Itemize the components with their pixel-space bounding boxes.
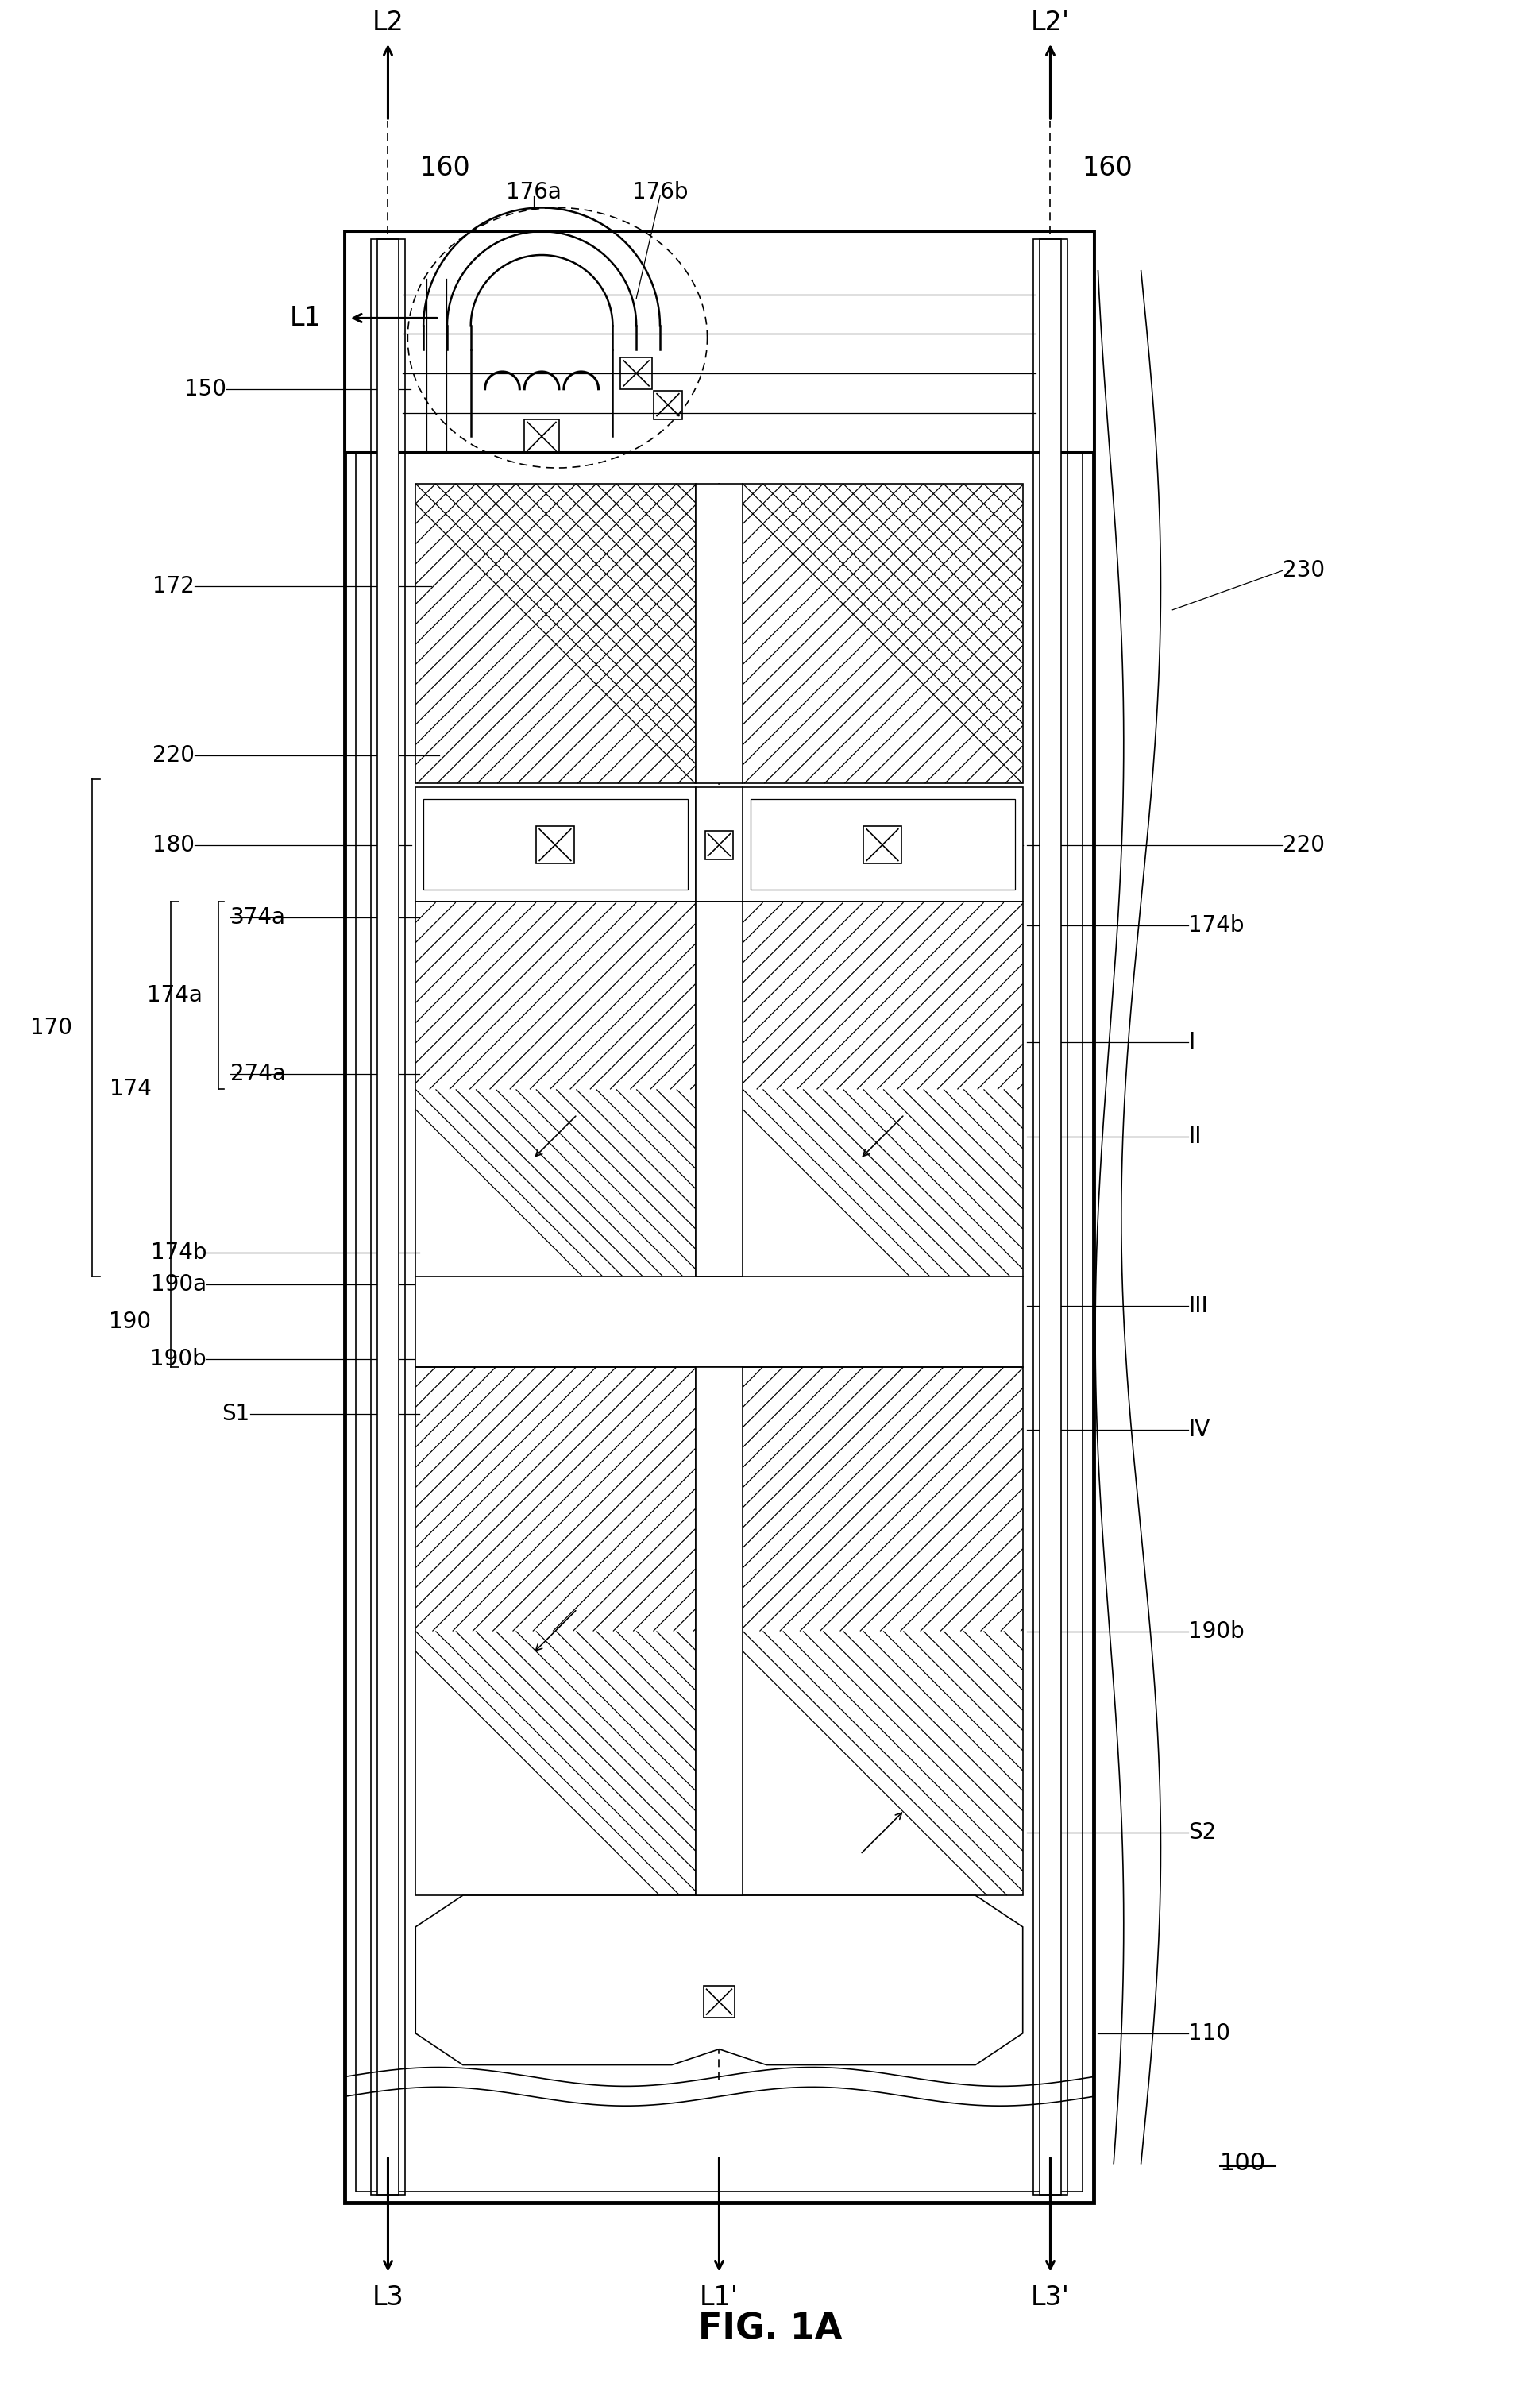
Bar bbox=[616, 1930, 821, 2033]
Bar bbox=[371, 238, 405, 2195]
Text: 150: 150 bbox=[185, 379, 226, 400]
Text: 374a: 374a bbox=[229, 906, 286, 929]
Text: 160: 160 bbox=[419, 155, 470, 181]
Bar bbox=[695, 786, 742, 901]
Text: L1: L1 bbox=[290, 305, 320, 331]
Bar bbox=[702, 1985, 735, 2018]
Text: 176a: 176a bbox=[505, 181, 561, 203]
Text: 170: 170 bbox=[31, 1018, 72, 1039]
Bar bbox=[356, 243, 1083, 2192]
Text: 190b: 190b bbox=[151, 1349, 206, 1370]
Bar bbox=[742, 484, 1023, 784]
Text: III: III bbox=[1187, 1294, 1207, 1318]
Text: 110: 110 bbox=[1187, 2023, 1230, 2045]
Text: 190b: 190b bbox=[1187, 1620, 1244, 1642]
Bar bbox=[536, 827, 574, 863]
Text: S1: S1 bbox=[222, 1404, 249, 1425]
Bar bbox=[695, 901, 742, 1277]
Text: L3: L3 bbox=[373, 2285, 403, 2312]
Bar bbox=[742, 786, 1023, 901]
Text: L1': L1' bbox=[699, 2285, 738, 2312]
Text: 220: 220 bbox=[1283, 834, 1324, 855]
Bar bbox=[416, 786, 695, 901]
Bar bbox=[345, 231, 1093, 453]
Text: 174b: 174b bbox=[1187, 915, 1244, 937]
Text: 220: 220 bbox=[152, 743, 194, 767]
Text: 190a: 190a bbox=[151, 1273, 206, 1296]
Text: 160: 160 bbox=[1081, 155, 1132, 181]
Text: 230: 230 bbox=[1283, 560, 1324, 581]
Text: 174b: 174b bbox=[151, 1242, 206, 1263]
Bar bbox=[416, 901, 695, 1277]
Text: 174a: 174a bbox=[148, 984, 203, 1006]
Bar bbox=[424, 798, 687, 889]
Bar bbox=[416, 484, 695, 784]
Bar bbox=[416, 1368, 695, 1894]
Text: 190: 190 bbox=[109, 1311, 151, 1332]
Bar bbox=[621, 357, 651, 388]
Text: IV: IV bbox=[1187, 1418, 1209, 1442]
Text: L3': L3' bbox=[1030, 2285, 1069, 2312]
Text: L2: L2 bbox=[373, 10, 403, 36]
Bar bbox=[653, 391, 682, 419]
Text: FIG. 1A: FIG. 1A bbox=[698, 2312, 842, 2347]
Polygon shape bbox=[416, 1894, 1023, 2066]
Text: 176b: 176b bbox=[631, 181, 688, 203]
Text: 274a: 274a bbox=[229, 1063, 285, 1084]
Bar bbox=[750, 798, 1015, 889]
Bar bbox=[742, 1368, 1023, 1894]
Bar bbox=[345, 231, 1093, 2202]
Text: 174: 174 bbox=[109, 1077, 151, 1101]
Bar bbox=[862, 827, 901, 863]
Bar bbox=[416, 1277, 1023, 1368]
Bar bbox=[524, 419, 559, 453]
Text: 180: 180 bbox=[152, 834, 194, 855]
Text: L2': L2' bbox=[1030, 10, 1069, 36]
Bar bbox=[705, 832, 733, 860]
Text: 100: 100 bbox=[1220, 2152, 1266, 2176]
Bar bbox=[1032, 238, 1067, 2195]
Bar bbox=[377, 238, 399, 2195]
Bar bbox=[1040, 238, 1061, 2195]
Bar bbox=[742, 901, 1023, 1277]
Text: II: II bbox=[1187, 1125, 1201, 1149]
Bar bbox=[695, 484, 742, 784]
Text: S2: S2 bbox=[1187, 1821, 1215, 1844]
Text: 172: 172 bbox=[152, 574, 194, 598]
Text: I: I bbox=[1187, 1032, 1194, 1053]
Bar bbox=[695, 1368, 742, 1894]
